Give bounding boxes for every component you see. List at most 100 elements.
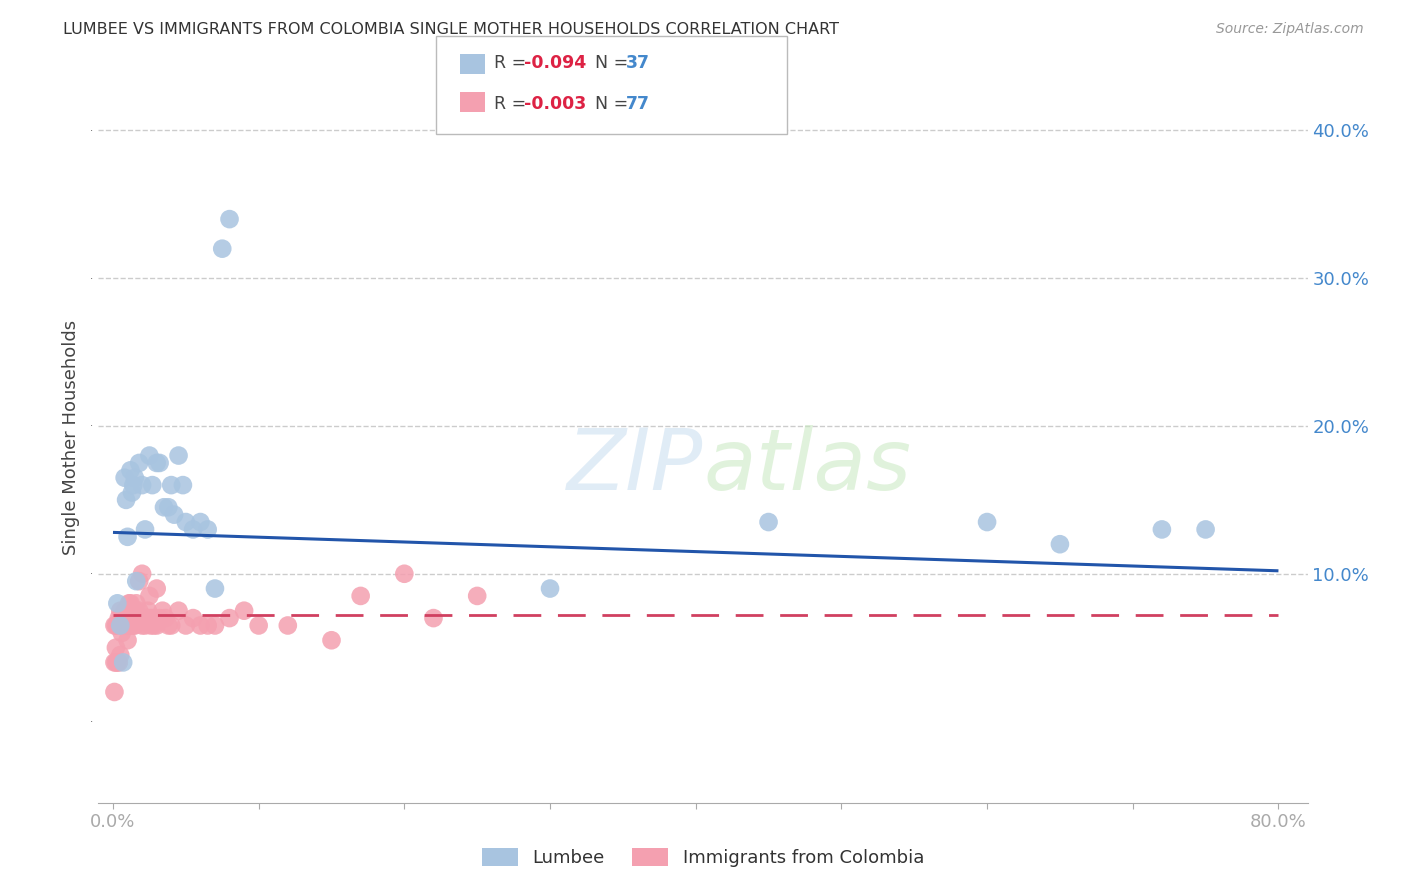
Point (976, 515, 998, 529)
Point (138, 449, 160, 463)
Point (105, 656, 128, 670)
Point (152, 604, 174, 618)
Point (120, 463, 142, 477)
Text: 37: 37 (626, 54, 650, 71)
Point (155, 611, 177, 625)
Point (117, 633, 139, 648)
Point (111, 618, 134, 632)
Point (127, 611, 149, 625)
Point (160, 478, 183, 492)
Point (174, 515, 197, 529)
Point (538, 582, 561, 596)
Y-axis label: Single Mother Households: Single Mother Households (62, 319, 80, 555)
Text: ZIP: ZIP (567, 425, 703, 508)
Point (135, 611, 157, 625)
Point (247, 618, 270, 632)
Point (134, 523, 156, 537)
Point (128, 604, 150, 618)
Point (115, 618, 138, 632)
Point (108, 656, 131, 670)
Point (128, 456, 150, 470)
Point (174, 618, 197, 632)
Point (142, 618, 165, 632)
Point (131, 478, 153, 492)
Point (110, 648, 132, 662)
Point (124, 604, 146, 618)
Point (122, 604, 145, 618)
Text: Source: ZipAtlas.com: Source: ZipAtlas.com (1216, 22, 1364, 37)
Text: R =: R = (494, 54, 531, 71)
Point (233, 604, 256, 618)
Point (218, 611, 240, 625)
Point (114, 471, 136, 485)
Point (465, 589, 488, 603)
Point (111, 611, 134, 625)
Text: N =: N = (595, 54, 634, 71)
Point (136, 604, 159, 618)
Point (758, 515, 780, 529)
Point (120, 611, 142, 625)
Legend: Lumbee, Immigrants from Colombia: Lumbee, Immigrants from Colombia (475, 840, 931, 874)
Text: atlas: atlas (703, 425, 911, 508)
Point (134, 618, 156, 632)
Point (108, 611, 131, 625)
Point (1150, 523, 1173, 537)
Point (120, 596, 142, 610)
Point (110, 611, 132, 625)
Point (128, 574, 150, 589)
Point (131, 618, 153, 632)
Point (277, 618, 299, 632)
Point (117, 604, 139, 618)
Point (181, 523, 204, 537)
Point (167, 604, 190, 618)
Point (103, 685, 125, 699)
Point (394, 566, 416, 581)
Point (172, 478, 194, 492)
Point (112, 618, 135, 632)
Point (115, 604, 138, 618)
Point (104, 656, 127, 670)
Point (103, 618, 125, 632)
Point (104, 640, 127, 655)
Point (111, 625, 134, 640)
Point (138, 589, 160, 603)
Point (114, 618, 136, 632)
Text: R =: R = (494, 95, 531, 113)
Point (129, 611, 152, 625)
Point (163, 508, 186, 522)
Text: 77: 77 (626, 95, 650, 113)
Point (105, 596, 128, 610)
Point (153, 500, 176, 515)
Point (121, 485, 143, 500)
Point (122, 618, 145, 632)
Point (204, 582, 226, 596)
Point (149, 611, 172, 625)
Point (122, 478, 145, 492)
Point (114, 611, 136, 625)
Point (103, 656, 125, 670)
Point (138, 611, 160, 625)
Text: LUMBEE VS IMMIGRANTS FROM COLOMBIA SINGLE MOTHER HOUSEHOLDS CORRELATION CHART: LUMBEE VS IMMIGRANTS FROM COLOMBIA SINGL… (63, 22, 839, 37)
Point (218, 212, 240, 227)
Point (197, 523, 219, 537)
Point (132, 611, 155, 625)
Point (112, 611, 135, 625)
Point (105, 618, 128, 632)
Point (110, 618, 132, 632)
Point (117, 618, 139, 632)
Point (157, 618, 180, 632)
Point (321, 633, 343, 648)
Point (211, 242, 233, 256)
Point (145, 582, 167, 596)
Point (122, 604, 145, 618)
Point (125, 574, 148, 589)
Point (204, 618, 226, 632)
Point (139, 618, 162, 632)
Point (125, 596, 148, 610)
Point (125, 611, 148, 625)
Point (118, 611, 141, 625)
Point (120, 611, 142, 625)
Text: N =: N = (595, 95, 634, 113)
Point (118, 596, 141, 610)
Point (350, 589, 373, 603)
